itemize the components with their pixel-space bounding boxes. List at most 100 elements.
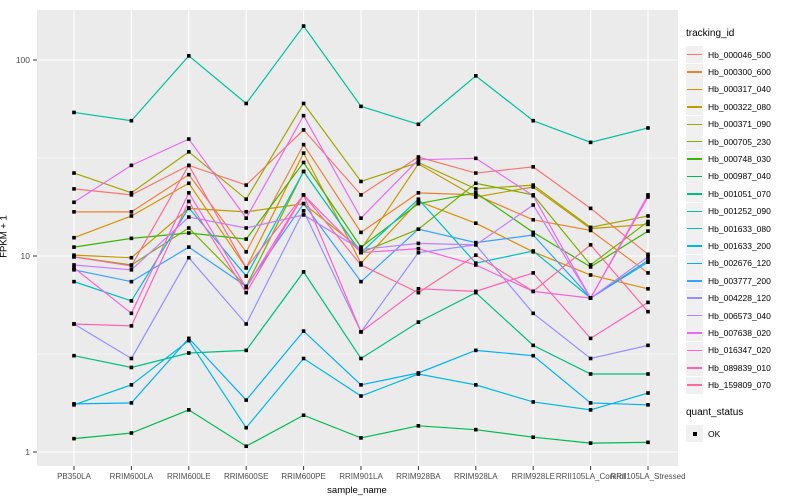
legend-item-label: Hb_001051_070 — [708, 188, 771, 199]
data-point — [187, 150, 191, 154]
legend-line-swatch-icon — [686, 254, 703, 272]
data-point — [416, 160, 421, 165]
data-point — [301, 113, 306, 118]
data-point — [646, 195, 650, 199]
data-point — [531, 289, 535, 294]
legend-item-label: Hb_007638_020 — [708, 327, 771, 338]
legend-line-swatch-icon — [686, 202, 703, 220]
data-point — [416, 227, 421, 232]
data-point — [359, 436, 363, 440]
data-point — [646, 271, 650, 275]
data-point — [244, 210, 248, 214]
legend-item-Hb_001633_200: Hb_001633_200 — [686, 237, 798, 255]
data-point — [646, 258, 650, 263]
data-point — [72, 268, 76, 272]
data-point — [416, 287, 421, 291]
data-point — [359, 179, 363, 184]
data-point — [474, 195, 478, 199]
data-point — [187, 408, 191, 412]
data-point — [646, 391, 650, 395]
data-point — [301, 201, 306, 206]
legend-line-swatch-icon — [686, 359, 703, 377]
data-point — [187, 172, 191, 177]
legend-line-swatch-icon — [686, 80, 703, 98]
data-point — [474, 156, 478, 161]
data-point — [301, 213, 306, 217]
data-point — [301, 193, 306, 197]
data-point — [129, 311, 134, 316]
data-point — [531, 353, 535, 358]
data-point — [588, 296, 593, 300]
data-point — [244, 425, 248, 430]
legend-item-label: Hb_000317_040 — [708, 84, 771, 95]
legend-item-label: Hb_000705_230 — [708, 136, 771, 147]
data-point — [244, 274, 248, 278]
data-point — [416, 201, 421, 206]
legend-item-label: Hb_000322_080 — [708, 101, 771, 112]
data-point — [416, 250, 421, 255]
data-point — [474, 240, 478, 245]
data-point — [474, 243, 478, 247]
data-point — [129, 236, 134, 241]
data-point — [129, 431, 134, 435]
x-tick-label: RRII105LA_Control — [556, 472, 626, 481]
data-point — [244, 290, 248, 295]
legend-line-swatch-icon — [686, 272, 703, 290]
legend-line-swatch-icon — [686, 341, 703, 359]
x-tick-label: RRIM600PE — [281, 472, 325, 481]
data-point — [474, 193, 478, 197]
x-tick-label: RRIM600LA — [110, 472, 154, 481]
data-point — [129, 324, 134, 328]
legend-item-label: Hb_002676_120 — [708, 258, 771, 269]
data-point — [244, 101, 248, 106]
data-point — [244, 197, 248, 201]
data-point — [646, 229, 650, 233]
data-point — [474, 221, 478, 226]
data-point — [72, 353, 76, 358]
x-tick-label: RRIM928LA — [454, 472, 498, 481]
data-point — [244, 216, 248, 220]
data-point — [72, 235, 76, 240]
data-point — [72, 255, 76, 259]
legend-item-Hb_000300_600: Hb_000300_600 — [686, 63, 798, 81]
data-point — [187, 199, 191, 204]
panel-background — [37, 10, 678, 466]
data-point — [531, 203, 535, 207]
data-point — [244, 322, 248, 326]
data-point — [416, 199, 421, 204]
data-point — [588, 372, 593, 376]
data-point — [129, 279, 134, 284]
data-point — [646, 343, 650, 348]
data-point — [129, 365, 134, 370]
legend-quant-status-block: quant_status OK — [686, 407, 798, 442]
legend-item-Hb_002676_120: Hb_002676_120 — [686, 254, 798, 272]
data-point — [416, 320, 421, 324]
data-point — [129, 383, 134, 387]
data-point — [416, 371, 421, 375]
legend-line-swatch-icon — [686, 324, 703, 342]
data-point — [474, 187, 478, 191]
legend-item-Hb_000705_230: Hb_000705_230 — [686, 133, 798, 151]
data-point — [531, 249, 535, 253]
legend-item-Hb_000748_030: Hb_000748_030 — [686, 150, 798, 168]
legend-item-Hb_000371_090: Hb_000371_090 — [686, 115, 798, 133]
legend-item-label: Hb_000371_090 — [708, 119, 771, 130]
x-tick-label: PB350LA — [57, 472, 91, 481]
data-point — [301, 356, 306, 361]
data-point — [359, 104, 363, 109]
legend-item-Hb_000987_040: Hb_000987_040 — [686, 167, 798, 185]
x-tick-label: RRII105LA_Stressed — [610, 472, 685, 481]
data-point — [72, 200, 76, 205]
data-point — [474, 253, 478, 257]
data-point — [416, 157, 421, 162]
data-point — [531, 343, 535, 348]
data-point — [588, 441, 593, 445]
data-point — [359, 330, 363, 334]
data-point — [187, 163, 191, 168]
legend-line-swatch-icon — [686, 220, 703, 238]
legend-square-swatch-icon — [686, 425, 703, 442]
data-point — [474, 289, 478, 294]
data-point — [187, 255, 191, 260]
data-point — [474, 263, 478, 267]
